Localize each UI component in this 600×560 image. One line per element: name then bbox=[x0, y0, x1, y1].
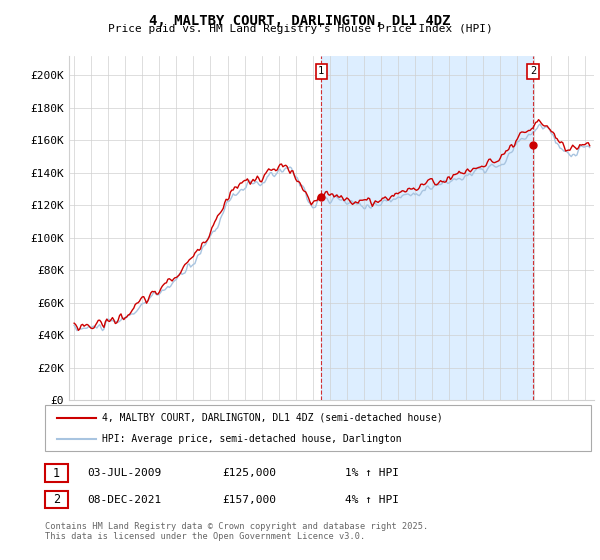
Text: Contains HM Land Registry data © Crown copyright and database right 2025.
This d: Contains HM Land Registry data © Crown c… bbox=[45, 522, 428, 542]
Bar bbox=[321, 56, 533, 400]
Text: 1: 1 bbox=[318, 67, 325, 77]
Text: £125,000: £125,000 bbox=[222, 468, 276, 478]
Text: 2: 2 bbox=[53, 493, 60, 506]
Text: 4, MALTBY COURT, DARLINGTON, DL1 4DZ (semi-detached house): 4, MALTBY COURT, DARLINGTON, DL1 4DZ (se… bbox=[102, 413, 443, 423]
Text: £157,000: £157,000 bbox=[222, 494, 276, 505]
Text: Price paid vs. HM Land Registry's House Price Index (HPI): Price paid vs. HM Land Registry's House … bbox=[107, 24, 493, 34]
Text: 1% ↑ HPI: 1% ↑ HPI bbox=[345, 468, 399, 478]
Text: 1: 1 bbox=[53, 466, 60, 480]
Text: 08-DEC-2021: 08-DEC-2021 bbox=[87, 494, 161, 505]
Text: 2: 2 bbox=[530, 67, 536, 77]
Text: 4, MALTBY COURT, DARLINGTON, DL1 4DZ: 4, MALTBY COURT, DARLINGTON, DL1 4DZ bbox=[149, 14, 451, 28]
Text: HPI: Average price, semi-detached house, Darlington: HPI: Average price, semi-detached house,… bbox=[102, 435, 401, 444]
Text: 4% ↑ HPI: 4% ↑ HPI bbox=[345, 494, 399, 505]
Text: 03-JUL-2009: 03-JUL-2009 bbox=[87, 468, 161, 478]
